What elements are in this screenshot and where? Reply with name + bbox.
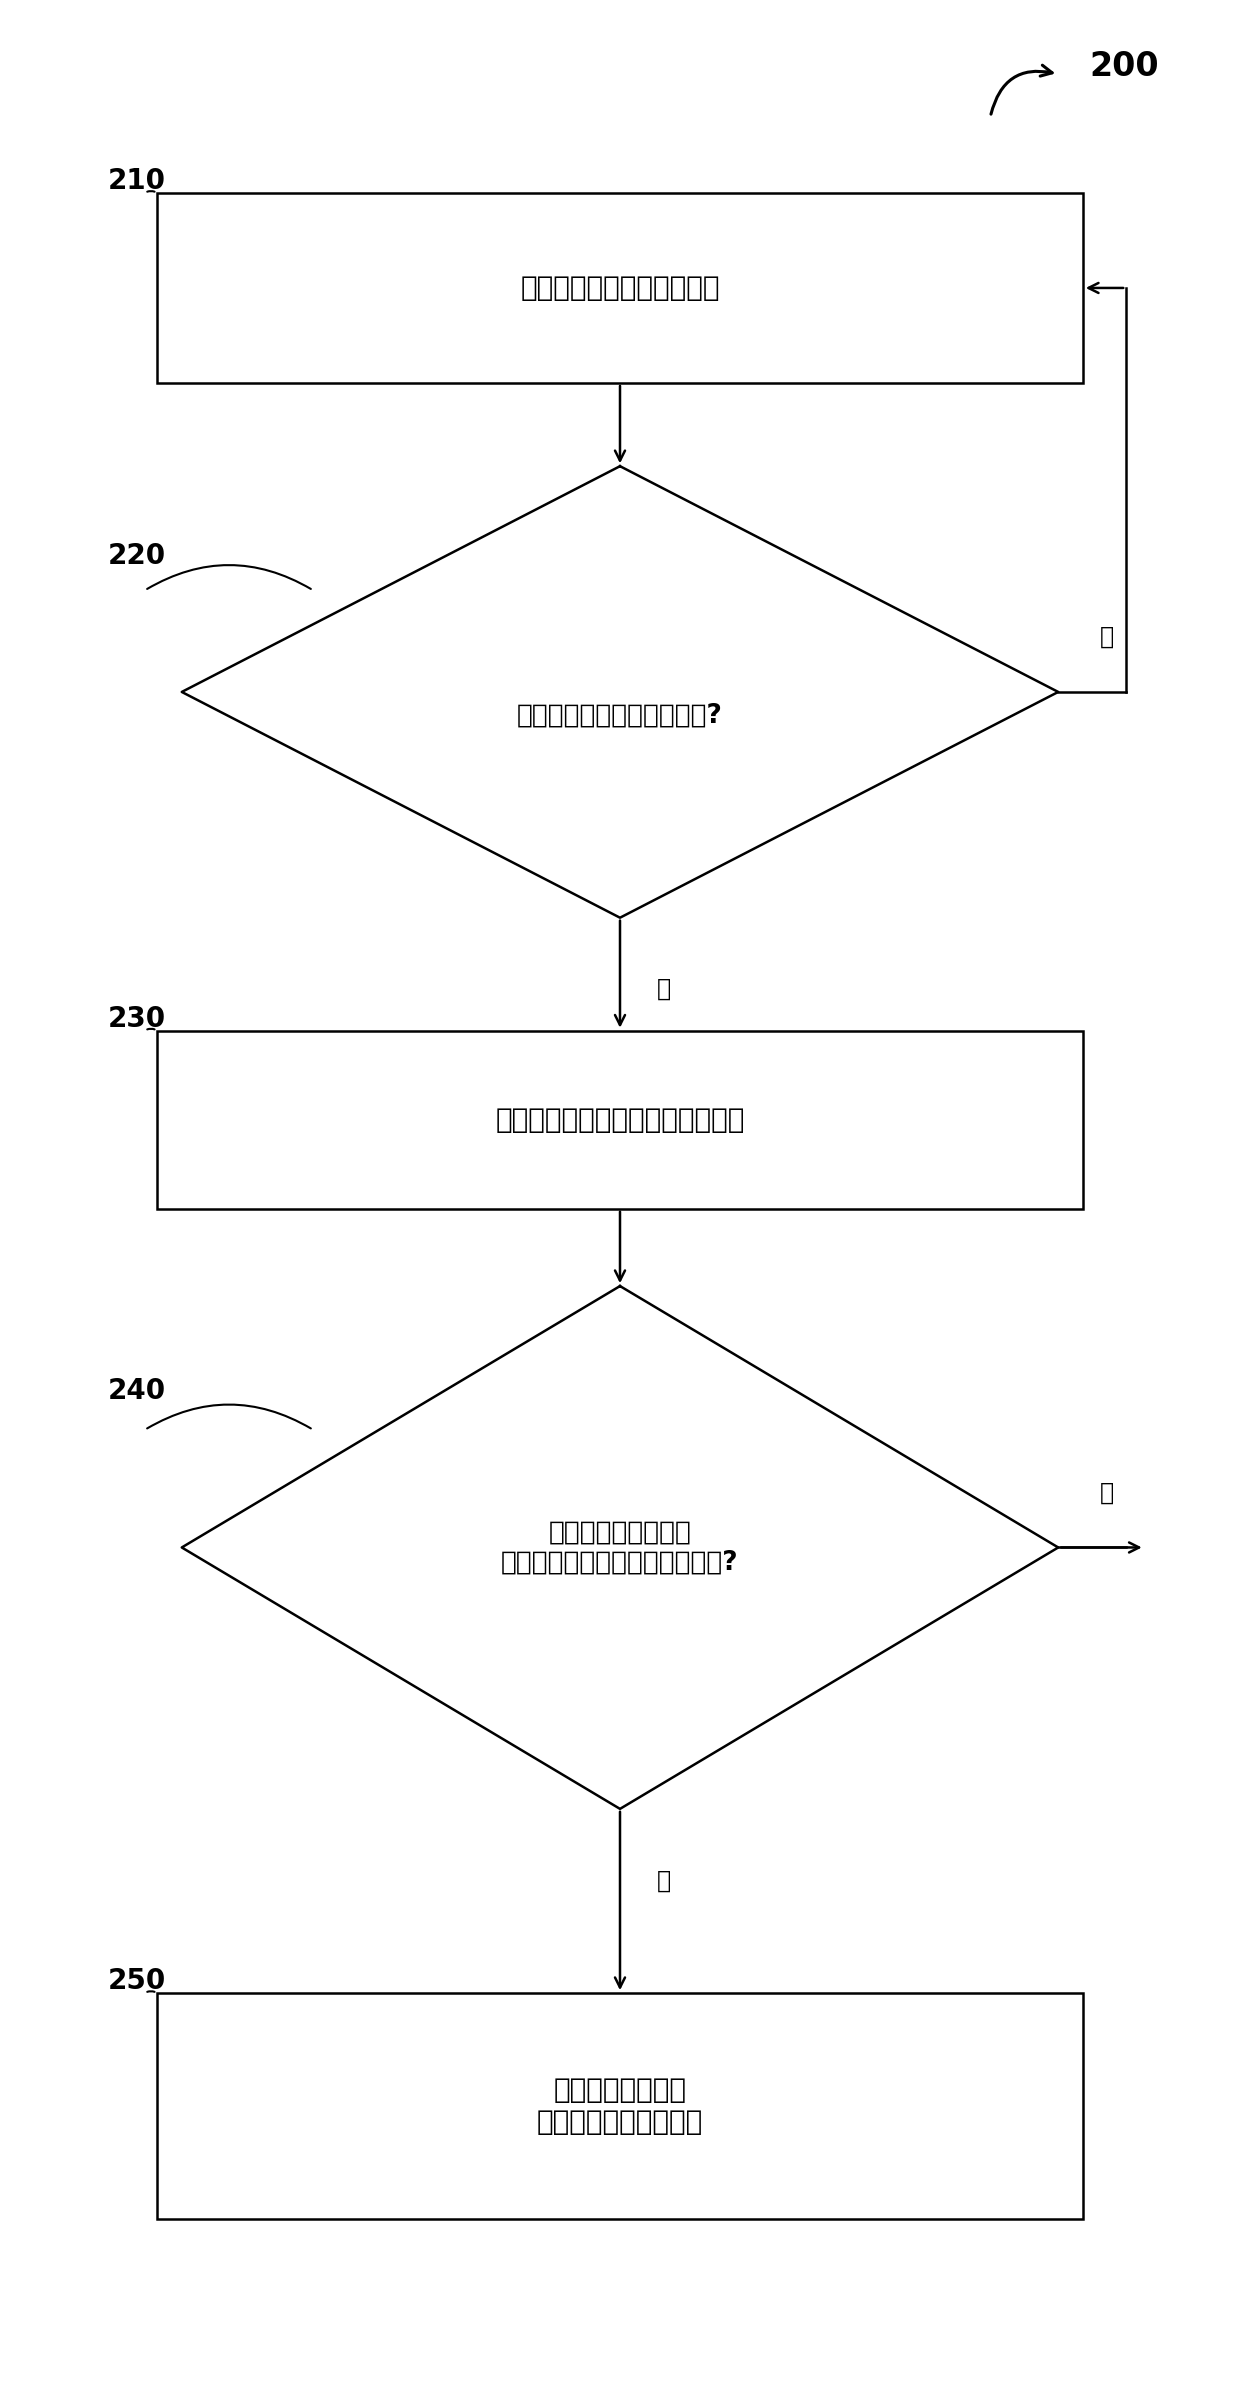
Text: 240: 240 (108, 1377, 166, 1405)
Text: 是: 是 (657, 977, 671, 1000)
Text: 基于测量的流率来
确定振动计的零点偏移: 基于测量的流率来 确定振动计的零点偏移 (537, 2075, 703, 2137)
Text: 250: 250 (108, 1968, 166, 1996)
Text: 200: 200 (1089, 50, 1158, 83)
Text: 230: 230 (108, 1005, 166, 1034)
Text: 是: 是 (657, 1867, 671, 1891)
Text: 否: 否 (1100, 1482, 1114, 1505)
Text: 测量振动计的一个或多个操作参数: 测量振动计的一个或多个操作参数 (495, 1105, 745, 1134)
Text: 210: 210 (108, 167, 166, 195)
Text: 振动计的一个或多个
测量的操作参数在对应的范围内?: 振动计的一个或多个 测量的操作参数在对应的范围内? (501, 1520, 739, 1575)
Text: 测量振动计中的物质的流率: 测量振动计中的物质的流率 (521, 274, 719, 303)
FancyArrowPatch shape (991, 64, 1053, 114)
Text: 测量的流率小于低流量阈值?: 测量的流率小于低流量阈值? (517, 703, 723, 729)
Text: 否: 否 (1100, 624, 1114, 650)
Text: 220: 220 (108, 543, 166, 572)
Bar (157, 1994, 1083, 2218)
Bar (157, 1031, 1083, 1208)
Bar (157, 193, 1083, 384)
